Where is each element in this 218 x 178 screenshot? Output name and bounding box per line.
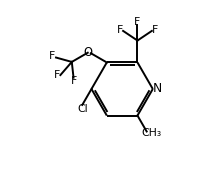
Text: F: F <box>152 25 158 35</box>
Text: F: F <box>49 51 55 61</box>
Text: O: O <box>83 46 92 59</box>
Text: F: F <box>116 25 123 35</box>
Text: F: F <box>53 70 60 80</box>
Text: CH₃: CH₃ <box>141 128 162 138</box>
Text: F: F <box>71 76 77 86</box>
Text: N: N <box>153 82 162 96</box>
Text: F: F <box>134 17 141 27</box>
Text: Cl: Cl <box>77 104 88 114</box>
